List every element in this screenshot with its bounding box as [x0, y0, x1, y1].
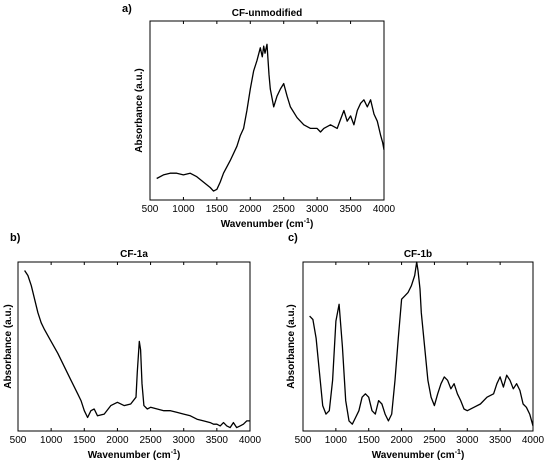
x-axis-label: Wavenumber (cm-1)	[88, 449, 181, 461]
x-tick-label: 2000	[106, 435, 129, 446]
x-tick-label: 4000	[522, 435, 545, 446]
panel-1: a) CF-unmodified 500 1000 1500 2000 2500 3000 35…	[122, 3, 396, 230]
x-tick-label: 4000	[373, 204, 396, 215]
spectrum-line	[156, 43, 385, 192]
x-tick-label: 1500	[358, 435, 381, 446]
x-tick-label: 2000	[390, 435, 413, 446]
x-axis-label-end: )	[461, 450, 464, 461]
x-axis-label-text: Wavenumber (cm	[88, 450, 171, 461]
x-tick-label: 2500	[273, 204, 296, 215]
spectrum-line	[24, 270, 250, 429]
x-tick-label: 1000	[40, 435, 63, 446]
x-axis-label-end: )	[177, 450, 180, 461]
panel-label: b)	[10, 232, 21, 244]
x-tick-label: 1000	[172, 204, 195, 215]
plot-frame	[17, 261, 251, 432]
chart-title: CF-1a	[120, 249, 148, 260]
x-tick-label: 3500	[206, 435, 229, 446]
x-tick-label: 1000	[325, 435, 348, 446]
spectrum-line	[309, 261, 534, 427]
chart-title: CF-unmodified	[232, 8, 303, 19]
x-tick-label: 4000	[239, 435, 262, 446]
x-tick-label: 3500	[339, 204, 362, 215]
x-axis-label: Wavenumber (cm-1)	[372, 449, 465, 461]
x-tick-label: 1500	[206, 204, 229, 215]
x-axis-label-end: )	[310, 219, 313, 230]
x-tick-label: 3500	[489, 435, 512, 446]
x-tick-label: 2500	[139, 435, 162, 446]
y-axis-label: Absorbance (a.u.)	[3, 304, 14, 388]
y-axis-label: Absorbance (a.u.)	[134, 68, 145, 152]
x-tick-label: 500	[142, 204, 159, 215]
x-axis-label-text: Wavenumber (cm	[372, 450, 455, 461]
x-axis-label-sup: -1	[455, 449, 461, 456]
x-tick-label: 1500	[73, 435, 96, 446]
x-tick-label: 500	[10, 435, 27, 446]
x-tick-label: 3000	[306, 204, 329, 215]
panel-2: b) CF-1a 500 1000 1500 2000 2500 3000 3500 4000 Wa…	[3, 232, 262, 461]
panel-label: c)	[288, 232, 298, 244]
panel-3: c) CF-1b 500 1000 1500 2000 2500 3000 3500 4000 Wa…	[286, 232, 545, 461]
y-axis-label: Absorbance (a.u.)	[286, 304, 297, 388]
x-tick-label: 2000	[239, 204, 262, 215]
x-axis-label-sup: -1	[304, 218, 310, 225]
x-tick-label: 3000	[173, 435, 196, 446]
plot-frame	[149, 20, 385, 201]
plot-frame	[302, 261, 534, 432]
x-axis-label-sup: -1	[171, 449, 177, 456]
panel-label: a)	[122, 3, 132, 15]
x-axis-label: Wavenumber (cm-1)	[221, 218, 314, 230]
x-tick-label: 3000	[456, 435, 479, 446]
x-tick-label: 500	[295, 435, 312, 446]
x-tick-label: 2500	[423, 435, 446, 446]
chart-title: CF-1b	[404, 249, 432, 260]
x-axis-label-text: Wavenumber (cm	[221, 219, 304, 230]
